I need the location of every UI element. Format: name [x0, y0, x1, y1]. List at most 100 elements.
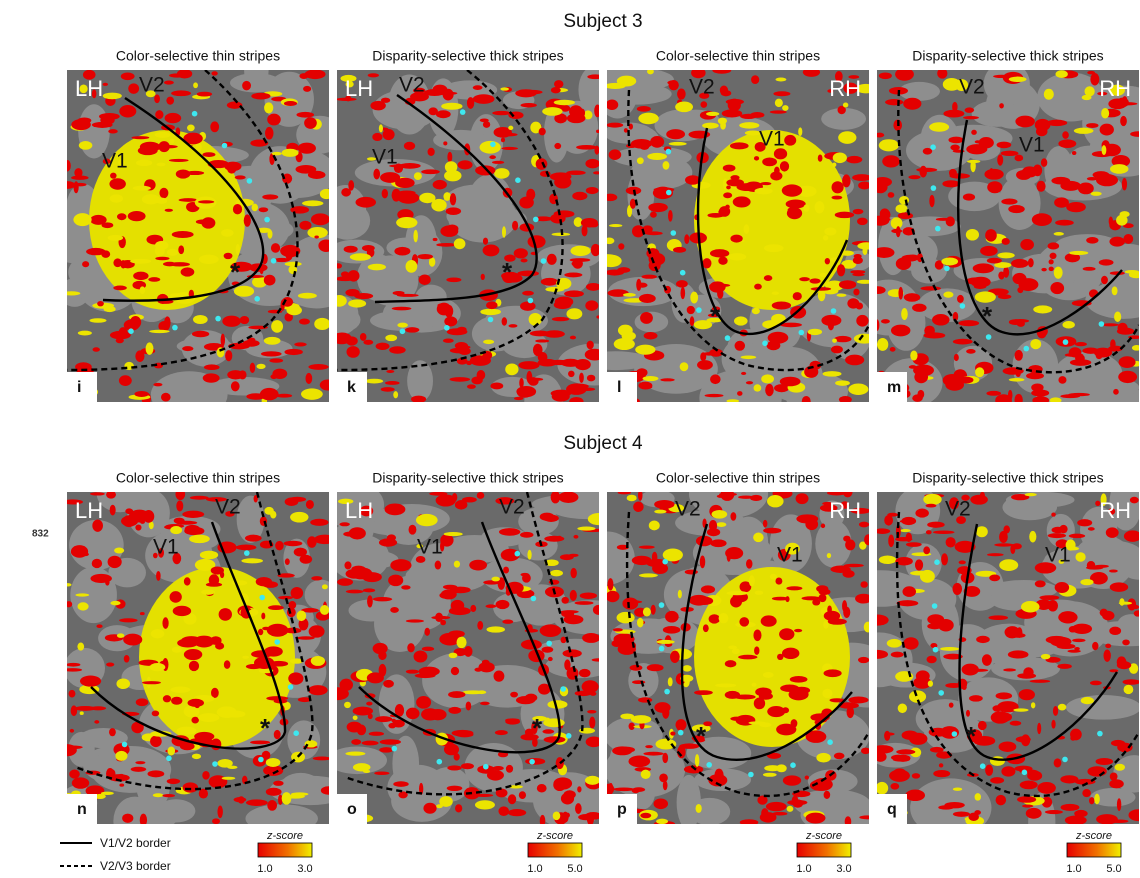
activation-red [311, 576, 322, 580]
activation-red [593, 605, 604, 615]
activation-yellow [891, 217, 903, 229]
activation-yellow [494, 168, 509, 179]
activation-red [520, 532, 533, 538]
activation-yellow [656, 640, 674, 644]
activation-red [267, 800, 277, 811]
brain-map-panel: RHV2V1*p [580, 470, 898, 831]
activation-red [586, 737, 603, 748]
activation-red [889, 770, 910, 782]
activation-red [341, 188, 351, 197]
activation-red [522, 90, 543, 95]
activation-red [1048, 533, 1066, 538]
activation-red [875, 319, 880, 331]
colorbar-min: 1.0 [527, 863, 542, 875]
activation-yellow [236, 244, 240, 255]
activation-yellow [1033, 305, 1052, 313]
activation-red [766, 802, 787, 811]
activation-red [730, 717, 743, 721]
activation-yellow [1025, 493, 1037, 496]
activation-red [266, 696, 288, 701]
activation-red [284, 101, 297, 106]
panel-heading: Disparity-selective thick stripes [912, 48, 1103, 64]
activation-red [725, 205, 730, 210]
activation-red [184, 577, 191, 585]
activation-red [564, 290, 584, 297]
activation-red [1001, 151, 1019, 156]
activation-yellow [457, 637, 467, 649]
activation-red [90, 574, 111, 583]
activation-yellow [827, 553, 831, 558]
activation-red [561, 597, 569, 604]
activation-yellow [1050, 397, 1062, 403]
activation-yellow [396, 217, 417, 228]
activation-red [1123, 234, 1133, 244]
activation-red [907, 254, 919, 260]
activation-red [1020, 781, 1038, 790]
activation-yellow [78, 602, 89, 610]
legend: V1/V2 border V2/V3 border [60, 836, 171, 873]
activation-red [1077, 519, 1092, 526]
activation-red [925, 504, 936, 508]
activation-red [450, 377, 471, 382]
activation-red [636, 368, 647, 377]
activation-red [881, 319, 890, 323]
activation-yellow [252, 204, 258, 212]
activation-red [171, 90, 191, 96]
activation-red [1046, 120, 1067, 127]
activation-yellow [843, 103, 848, 108]
activation-red [566, 171, 585, 175]
stripe-dot [460, 109, 466, 115]
activation-yellow [1029, 531, 1036, 543]
activation-red [670, 651, 680, 663]
area-label-v2: V2 [215, 496, 241, 519]
activation-red [912, 304, 927, 312]
activation-red [737, 391, 742, 396]
gyrus-patch [984, 62, 1030, 106]
activation-red [550, 360, 569, 365]
activation-red [444, 316, 457, 326]
activation-red [852, 174, 871, 181]
activation-red [690, 316, 695, 326]
activation-red [663, 626, 681, 634]
activation-red [233, 204, 242, 214]
activation-yellow [217, 706, 237, 717]
activation-yellow [486, 626, 505, 632]
activation-red [311, 213, 330, 225]
activation-red [1083, 267, 1096, 271]
activation-red [547, 254, 557, 265]
activation-red [259, 207, 269, 212]
activation-red [1053, 706, 1058, 716]
activation-red [649, 260, 661, 271]
activation-red [1119, 356, 1136, 368]
activation-red [541, 278, 558, 286]
activation-red [650, 136, 664, 148]
activation-yellow [64, 583, 71, 586]
activation-yellow [726, 591, 747, 595]
activation-yellow [787, 806, 794, 812]
activation-red [1023, 667, 1033, 677]
activation-red [594, 105, 601, 118]
activation-yellow [815, 201, 825, 213]
activation-yellow [441, 103, 462, 110]
activation-yellow [669, 142, 687, 146]
hemisphere-label: LH [345, 498, 373, 523]
activation-yellow [647, 69, 654, 75]
activation-red [296, 165, 317, 174]
activation-red [1109, 627, 1121, 635]
activation-red [1067, 650, 1080, 653]
stripe-dot [666, 149, 672, 155]
stripe-dot [930, 144, 936, 150]
stripe-dot [437, 759, 443, 765]
brain-map-panel: LHV2V1*o [321, 482, 628, 829]
activation-red [535, 339, 549, 342]
activation-red [77, 118, 91, 124]
activation-red [915, 509, 928, 518]
activation-red [754, 284, 762, 290]
activation-red [604, 194, 618, 201]
stripe-dot [247, 178, 253, 184]
activation-red [650, 212, 657, 218]
activation-red [937, 68, 947, 79]
activation-red [694, 690, 713, 695]
activation-red [984, 169, 1003, 180]
stripe-dot [762, 341, 768, 347]
